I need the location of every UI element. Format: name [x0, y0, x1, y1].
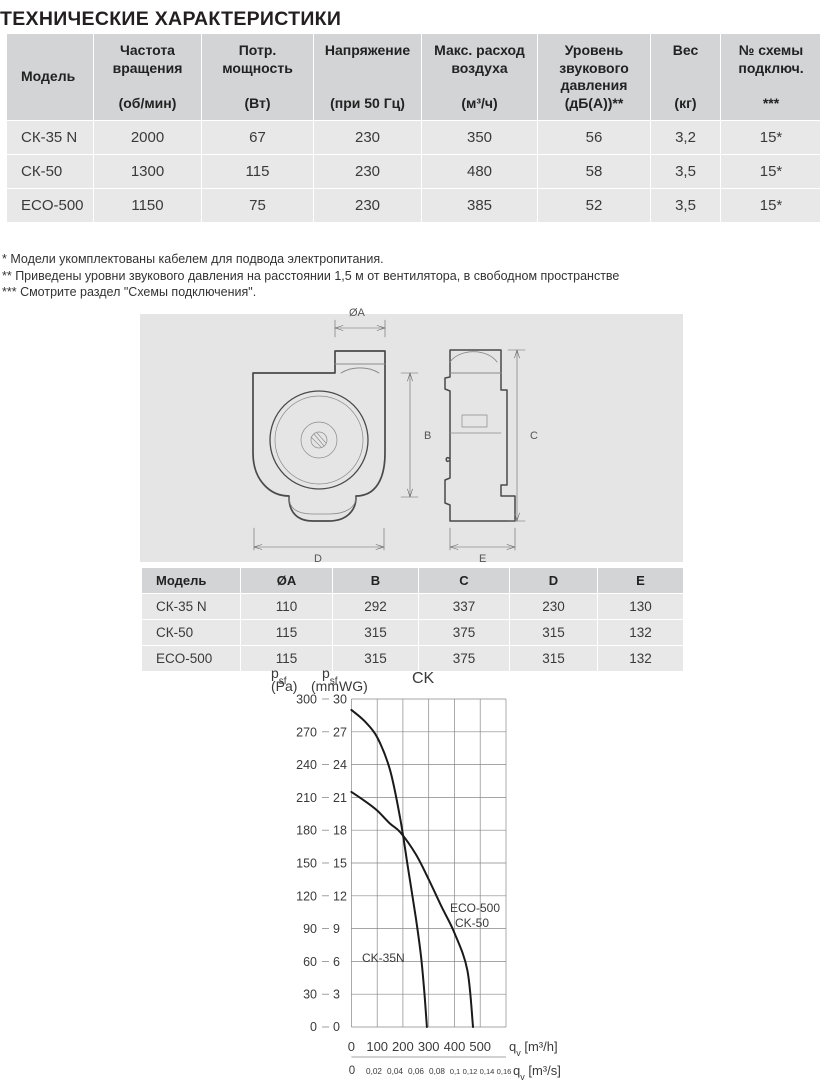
svg-text:120: 120: [296, 889, 317, 903]
svg-text:150: 150: [296, 857, 317, 871]
svg-text:qv [m³/s]: qv [m³/s]: [513, 1063, 561, 1082]
svg-text:9: 9: [333, 922, 340, 936]
svg-text:0,14: 0,14: [480, 1067, 495, 1076]
svg-text:0,04: 0,04: [387, 1067, 403, 1076]
svg-text:0: 0: [348, 1039, 355, 1054]
svg-text:0,12: 0,12: [463, 1067, 478, 1076]
svg-text:(Pa): (Pa): [271, 678, 297, 694]
svg-text:400: 400: [444, 1039, 466, 1054]
svg-text:500: 500: [469, 1039, 491, 1054]
svg-text:0,08: 0,08: [429, 1067, 445, 1076]
svg-text:15: 15: [333, 857, 347, 871]
svg-text:210: 210: [296, 791, 317, 805]
svg-text:21: 21: [333, 791, 347, 805]
svg-text:0,1: 0,1: [450, 1067, 461, 1076]
svg-text:30: 30: [303, 988, 317, 1002]
svg-text:qv [m³/h]: qv [m³/h]: [509, 1039, 558, 1058]
svg-text:240: 240: [296, 758, 317, 772]
svg-text:0,02: 0,02: [366, 1067, 382, 1076]
svg-text:270: 270: [296, 725, 317, 739]
svg-text:27: 27: [333, 725, 347, 739]
svg-text:0: 0: [349, 1065, 355, 1077]
svg-text:ECO-500: ECO-500: [450, 901, 500, 915]
svg-text:CK: CK: [412, 670, 435, 687]
svg-text:300: 300: [296, 693, 317, 707]
svg-text:18: 18: [333, 824, 347, 838]
svg-text:180: 180: [296, 824, 317, 838]
svg-text:0,16: 0,16: [497, 1067, 512, 1076]
svg-text:0,06: 0,06: [408, 1067, 424, 1076]
svg-text:0: 0: [310, 1020, 317, 1034]
svg-text:24: 24: [333, 758, 347, 772]
svg-text:3: 3: [333, 988, 340, 1002]
svg-text:CK-35N: CK-35N: [362, 951, 405, 965]
svg-text:200: 200: [392, 1039, 414, 1054]
svg-text:300: 300: [418, 1039, 440, 1054]
svg-text:0: 0: [333, 1020, 340, 1034]
svg-text:100: 100: [366, 1039, 388, 1054]
svg-text:6: 6: [333, 955, 340, 969]
svg-text:90: 90: [303, 922, 317, 936]
svg-text:60: 60: [303, 955, 317, 969]
svg-text:12: 12: [333, 889, 347, 903]
svg-text:30: 30: [333, 693, 347, 707]
svg-text:CK-50: CK-50: [455, 916, 489, 930]
